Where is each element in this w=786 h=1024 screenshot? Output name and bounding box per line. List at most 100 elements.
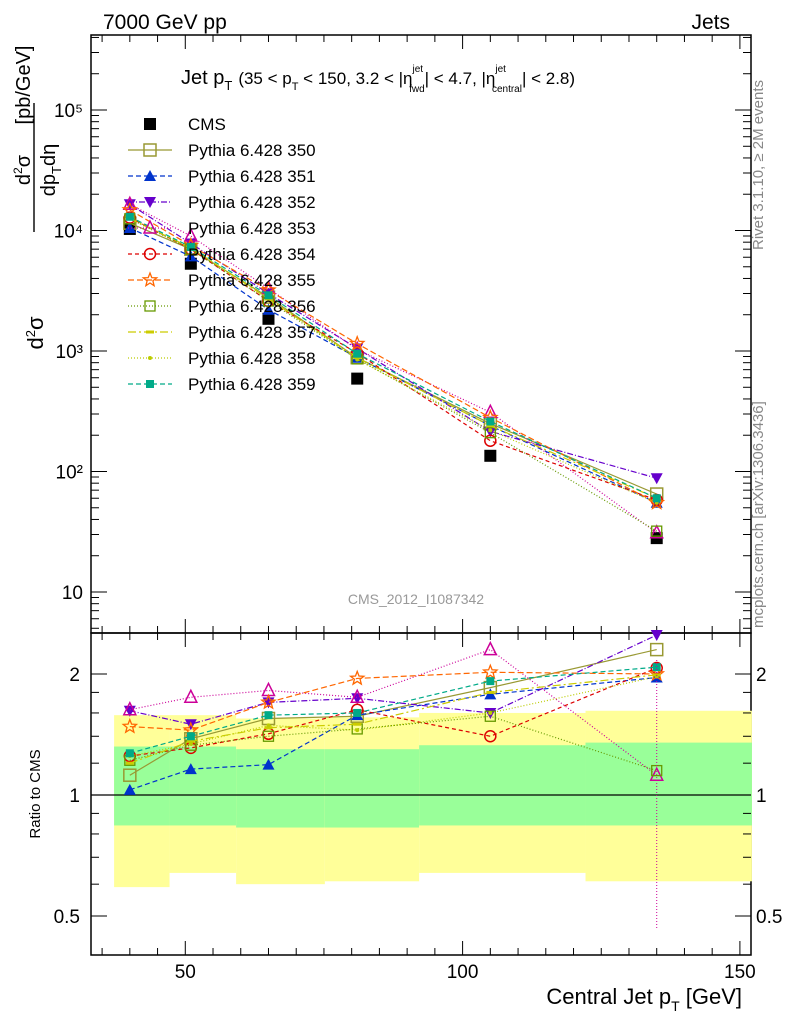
data-point — [651, 525, 663, 537]
ratio-point — [123, 768, 137, 782]
series-line — [129, 227, 657, 504]
svg-text:d2σ: d2σ — [23, 316, 48, 349]
ratio-point — [652, 663, 661, 672]
legend-marker — [144, 118, 156, 130]
y-axis-label-bottom: dpTdη — [38, 144, 64, 196]
header-left: 7000 GeV pp — [103, 11, 227, 34]
ratio-point — [654, 674, 659, 679]
ratio-line — [129, 667, 657, 757]
legend-marker — [148, 356, 152, 360]
y-tick-label: 10² — [56, 463, 83, 484]
x-tick-label: 100 — [447, 962, 479, 983]
ratio-tick-label: 1 — [69, 786, 80, 807]
x-tick-label: 150 — [724, 962, 756, 983]
data-point — [484, 434, 497, 447]
series-line — [129, 203, 658, 534]
ratio-point — [186, 732, 195, 741]
ratio-point — [262, 730, 275, 742]
ratio-point — [264, 711, 273, 720]
ratio-line — [129, 666, 657, 754]
ratio-point — [123, 783, 136, 795]
data-point — [484, 427, 496, 439]
ratio-point — [488, 710, 493, 715]
ratio-point — [649, 642, 664, 657]
y-axis-label-unit: [pb/GeV] — [13, 46, 35, 125]
series-line — [129, 203, 657, 479]
legend-entry: Pythia 6.428 352 — [128, 193, 316, 212]
data-point — [353, 349, 362, 358]
data-point — [355, 357, 360, 362]
ratio-point — [484, 730, 497, 743]
ratio-point — [122, 701, 138, 716]
mcplots-label: mcplots.cern.ch [arXiv:1306.3436] — [750, 401, 767, 628]
band-green-segment — [324, 749, 420, 828]
data-point — [486, 417, 495, 426]
legend-entry: Pythia 6.428 357 — [128, 323, 316, 342]
ratio-point — [353, 722, 362, 726]
legend-marker — [144, 197, 156, 208]
ratio-tick-label: 2 — [69, 665, 80, 686]
uncertainty-bands — [114, 710, 752, 888]
data-point — [262, 312, 275, 325]
ratio-point — [186, 739, 195, 743]
legend-marker — [144, 300, 156, 312]
x-axis-label: Central Jet pT [GeV] — [546, 984, 742, 1014]
band-green-segment — [236, 749, 325, 828]
legend-entry: Pythia 6.428 359 — [128, 375, 316, 394]
band-green-segment — [419, 745, 586, 826]
legend-label: Pythia 6.428 357 — [188, 323, 316, 342]
legend-entry: Pythia 6.428 354 — [128, 245, 316, 264]
ratio-point — [184, 763, 197, 775]
ratio-point — [483, 640, 498, 656]
legend-marker — [143, 247, 157, 261]
ratio-tick-label: 0.5 — [54, 907, 80, 928]
legend-label: Pythia 6.428 359 — [188, 375, 316, 394]
data-point — [264, 291, 273, 300]
ratio-line — [129, 634, 657, 725]
ratio-point — [262, 758, 275, 770]
plot-title: Jet pT (35 < pT < 150, 3.2 < |ηjet fwd| < … — [181, 64, 575, 95]
data-point — [649, 524, 664, 539]
ratio-axis-label: Ratio to CMS — [27, 749, 44, 838]
legend-marker — [142, 219, 158, 234]
rivet-version-label: Rivet 3.1.10, ≥ 2M events — [750, 80, 767, 250]
legend-entry: Pythia 6.428 356 — [128, 297, 316, 316]
legend-entry: CMS — [144, 115, 226, 134]
series-359 — [125, 212, 661, 503]
ratio-point — [353, 708, 362, 717]
series-line — [129, 218, 657, 499]
band-green-segment — [169, 746, 237, 826]
legend-entry: Pythia 6.428 350 — [128, 141, 316, 160]
legend: CMS Pythia 6.428 350 Pythia 6.428 351 Pythi… — [128, 115, 316, 394]
x-tick-label: 50 — [175, 962, 196, 983]
ratio-point — [486, 677, 495, 686]
data-point — [488, 428, 493, 433]
data-point — [125, 212, 134, 221]
ratio-point — [261, 681, 276, 697]
data-point — [650, 473, 663, 485]
data-point — [123, 221, 136, 233]
data-point — [648, 493, 666, 510]
data-point — [122, 195, 138, 211]
data-point — [186, 242, 195, 251]
ratio-point — [121, 717, 139, 734]
legend-marker — [141, 271, 159, 288]
data-point — [348, 334, 366, 351]
ratio-tick-label-right: 0.5 — [756, 907, 782, 928]
ratio-tick-label-right: 1 — [756, 786, 767, 807]
y-tick-label: 10³ — [56, 342, 83, 363]
ratio-point — [350, 688, 365, 704]
y-tick-label: 10 — [62, 583, 83, 604]
ratio-point — [188, 741, 193, 746]
ratio-tick-label-right: 2 — [756, 665, 767, 686]
ratio-line — [129, 671, 657, 731]
data-point — [184, 250, 197, 262]
legend-label: Pythia 6.428 355 — [188, 271, 316, 290]
legend-label: Pythia 6.428 356 — [188, 297, 316, 316]
legend-entry: Pythia 6.428 353 — [128, 219, 316, 238]
ratio-line — [129, 676, 657, 757]
series-line — [129, 209, 657, 504]
ratio-point — [348, 669, 366, 686]
ratio-series-359 — [125, 663, 661, 758]
